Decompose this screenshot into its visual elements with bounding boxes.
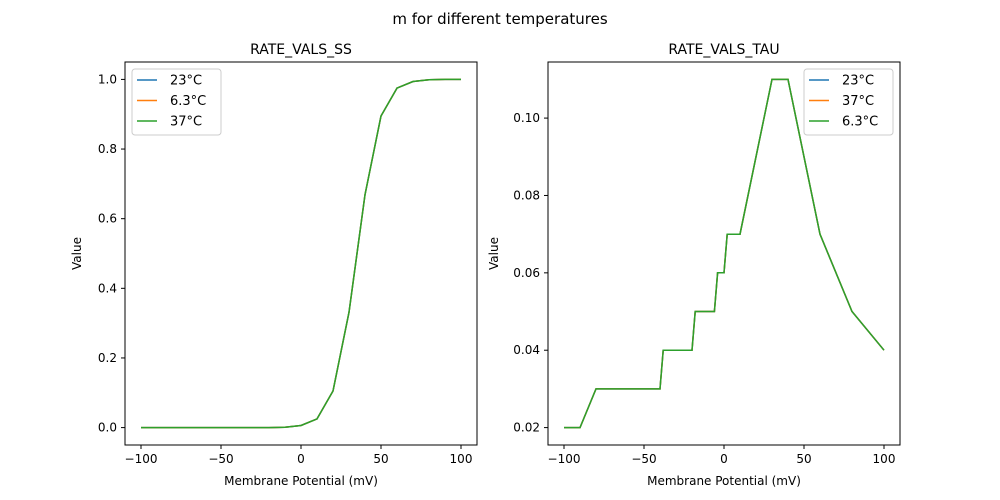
legend-label: 37°C bbox=[842, 94, 874, 109]
subplot-1: RATE_VALS_SS −100 −50 0 50 100 0.0 0.2 0.4 0.6 0.8… bbox=[70, 42, 478, 488]
x-tick-label: 50 bbox=[796, 452, 811, 466]
figure-suptitle: m for different temperatures bbox=[392, 10, 608, 28]
x-tick-label: −50 bbox=[208, 452, 233, 466]
y-tick-label: 0.8 bbox=[98, 142, 117, 156]
legend-label: 6.3°C bbox=[170, 94, 206, 109]
x-tick-label: 0 bbox=[720, 452, 728, 466]
y-tick-label: 0.0 bbox=[98, 421, 117, 435]
x-tick-label: −100 bbox=[125, 452, 158, 466]
y-tick-label: 0.10 bbox=[513, 111, 540, 125]
legend-box bbox=[131, 68, 222, 136]
series-line-37°C bbox=[141, 78, 461, 429]
x-tick-label: 100 bbox=[873, 452, 896, 466]
x-axis-label: Membrane Potential (mV) bbox=[647, 474, 801, 488]
legend-label: 23°C bbox=[842, 74, 874, 89]
legend-label: 23°C bbox=[170, 74, 202, 89]
subplot-title: RATE_VALS_SS bbox=[250, 42, 352, 58]
y-axis-label: Value bbox=[70, 237, 84, 270]
x-tick-label: 0 bbox=[297, 452, 305, 466]
x-tick-label: −100 bbox=[548, 452, 581, 466]
y-tick-label: 0.04 bbox=[513, 343, 540, 357]
legend-label: 37°C bbox=[170, 115, 202, 130]
y-tick-label: 0.4 bbox=[98, 281, 117, 295]
x-tick-label: 50 bbox=[373, 452, 388, 466]
subplot-title: RATE_VALS_TAU bbox=[668, 42, 779, 58]
plot-frame bbox=[124, 61, 478, 446]
plot-frame bbox=[547, 61, 901, 446]
y-tick-label: 0.06 bbox=[513, 266, 540, 280]
y-tick-label: 0.6 bbox=[98, 212, 117, 226]
legend-box bbox=[803, 68, 894, 136]
x-tick-label: 100 bbox=[450, 452, 473, 466]
legend: 23°C 6.3°C 37°C bbox=[131, 68, 222, 136]
legend: 23°C 37°C 6.3°C bbox=[803, 68, 894, 136]
subplot-2: RATE_VALS_TAU −100 −50 0 50 100 0.02 0.04 0.06 0.… bbox=[487, 42, 901, 488]
y-axis-label: Value bbox=[487, 237, 501, 270]
y-tick-label: 0.02 bbox=[513, 421, 540, 435]
x-tick-label: −50 bbox=[631, 452, 656, 466]
legend-label: 6.3°C bbox=[842, 115, 878, 130]
y-tick-label: 0.2 bbox=[98, 351, 117, 365]
y-tick-label: 1.0 bbox=[98, 72, 117, 86]
series-line-6.3°C bbox=[564, 78, 885, 429]
y-tick-label: 0.08 bbox=[513, 188, 540, 202]
x-axis-label: Membrane Potential (mV) bbox=[224, 474, 378, 488]
